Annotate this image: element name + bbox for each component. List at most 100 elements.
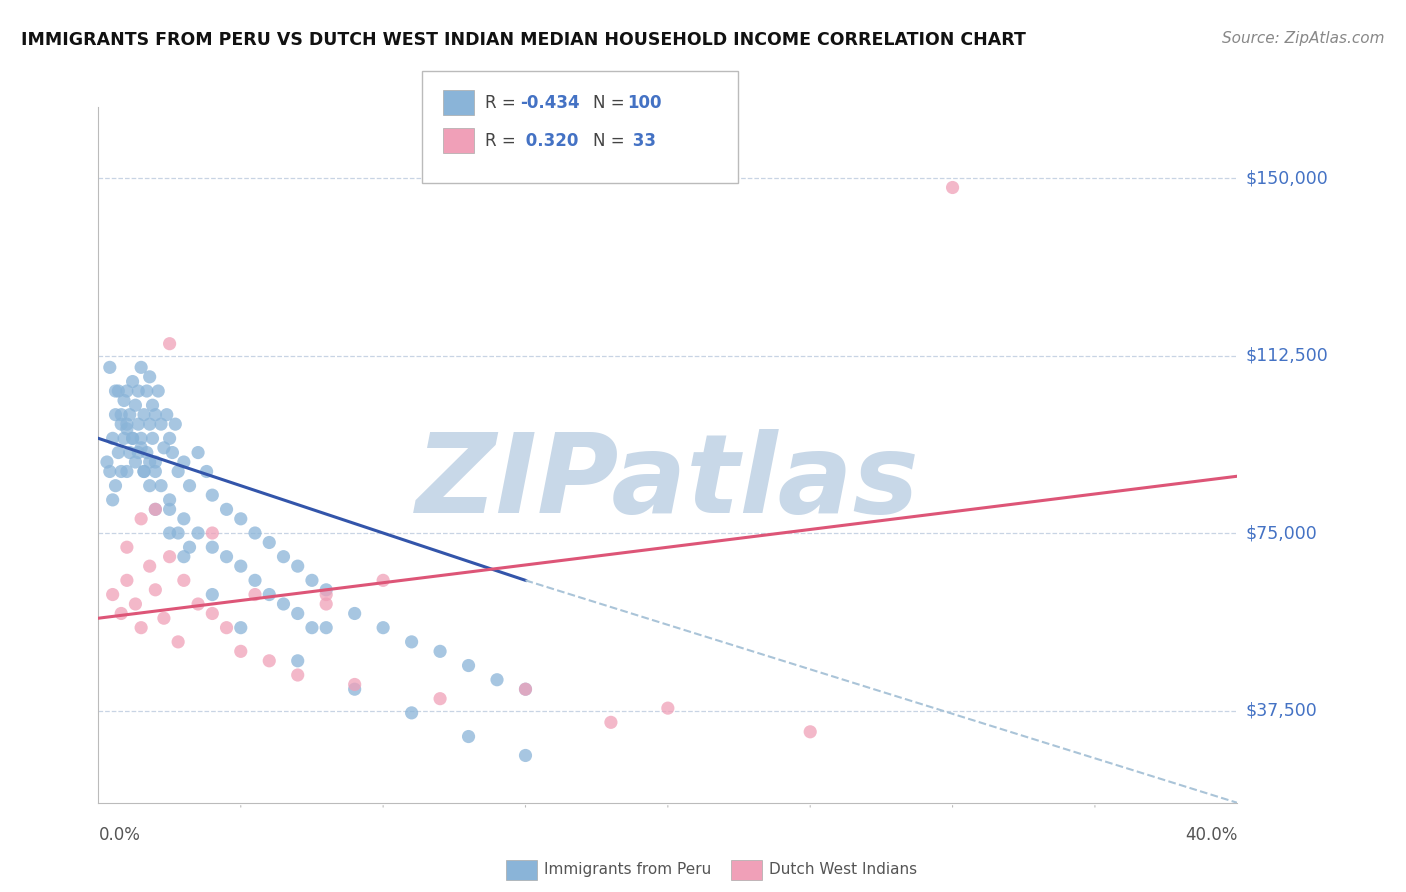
Text: Dutch West Indians: Dutch West Indians: [769, 863, 917, 877]
Point: [145, 502, 167, 516]
Point: [148, 384, 170, 398]
Point: [657, 701, 679, 715]
Point: [301, 574, 323, 588]
Point: [243, 526, 266, 541]
Point: [799, 724, 821, 739]
Point: [138, 559, 160, 574]
Text: IMMIGRANTS FROM PERU VS DUTCH WEST INDIAN MEDIAN HOUSEHOLD INCOME CORRELATION CH: IMMIGRANTS FROM PERU VS DUTCH WEST INDIA…: [21, 31, 1026, 49]
Point: [401, 706, 423, 720]
Point: [259, 588, 281, 602]
Point: [129, 512, 152, 526]
Point: [110, 607, 132, 621]
Point: [187, 597, 209, 611]
Point: [132, 408, 155, 422]
Point: [429, 644, 451, 658]
Point: [132, 465, 155, 479]
Point: [287, 668, 309, 682]
Point: [150, 417, 173, 432]
Point: [429, 691, 451, 706]
Point: [259, 535, 281, 549]
Text: Source: ZipAtlas.com: Source: ZipAtlas.com: [1222, 31, 1385, 46]
Point: [457, 730, 479, 744]
Point: [153, 441, 176, 455]
Point: [127, 384, 149, 398]
Point: [129, 431, 152, 445]
Point: [179, 540, 201, 554]
Point: [287, 654, 309, 668]
Point: [115, 422, 138, 436]
Text: R =: R =: [485, 94, 522, 112]
Point: [135, 384, 157, 398]
Point: [121, 431, 143, 445]
Point: [229, 621, 252, 635]
Point: [110, 417, 132, 432]
Point: [115, 417, 138, 432]
Point: [115, 465, 138, 479]
Point: [135, 445, 157, 459]
Text: $75,000: $75,000: [1246, 524, 1317, 542]
Point: [315, 588, 337, 602]
Point: [167, 526, 190, 541]
Text: Immigrants from Peru: Immigrants from Peru: [544, 863, 711, 877]
Point: [138, 417, 160, 432]
Point: [315, 621, 337, 635]
Point: [112, 393, 135, 408]
Point: [153, 611, 176, 625]
Point: [104, 408, 127, 422]
Text: $150,000: $150,000: [1246, 169, 1329, 187]
Point: [156, 408, 179, 422]
Text: ZIPatlas: ZIPatlas: [416, 429, 920, 536]
Point: [132, 465, 155, 479]
Point: [515, 748, 537, 763]
Text: 33: 33: [627, 132, 657, 150]
Point: [229, 512, 252, 526]
Point: [129, 360, 152, 375]
Point: [301, 621, 323, 635]
Point: [107, 445, 129, 459]
Point: [129, 441, 152, 455]
Text: 40.0%: 40.0%: [1185, 827, 1237, 845]
Point: [104, 384, 127, 398]
Point: [121, 375, 143, 389]
Point: [127, 445, 149, 459]
Point: [141, 431, 163, 445]
Point: [201, 526, 224, 541]
Point: [165, 417, 187, 432]
Point: [259, 654, 281, 668]
Point: [215, 621, 238, 635]
Point: [159, 526, 181, 541]
Point: [138, 369, 160, 384]
Point: [145, 582, 167, 597]
Point: [287, 559, 309, 574]
Point: [201, 488, 224, 502]
Point: [96, 455, 118, 469]
Point: [162, 445, 184, 459]
Point: [138, 455, 160, 469]
Point: [145, 465, 167, 479]
Point: [187, 526, 209, 541]
Point: [600, 715, 623, 730]
Point: [315, 582, 337, 597]
Point: [98, 465, 121, 479]
Point: [101, 588, 124, 602]
Point: [173, 455, 195, 469]
Point: [173, 512, 195, 526]
Point: [201, 607, 224, 621]
Point: [159, 336, 181, 351]
Point: [112, 431, 135, 445]
Point: [145, 502, 167, 516]
Point: [273, 597, 295, 611]
Point: [121, 431, 143, 445]
Text: -0.434: -0.434: [520, 94, 579, 112]
Text: N =: N =: [593, 94, 624, 112]
Point: [159, 549, 181, 564]
Point: [457, 658, 479, 673]
Point: [145, 455, 167, 469]
Point: [115, 574, 138, 588]
Text: R =: R =: [485, 132, 522, 150]
Text: N =: N =: [593, 132, 624, 150]
Point: [167, 635, 190, 649]
Text: 0.0%: 0.0%: [98, 827, 141, 845]
Point: [167, 465, 190, 479]
Point: [273, 549, 295, 564]
